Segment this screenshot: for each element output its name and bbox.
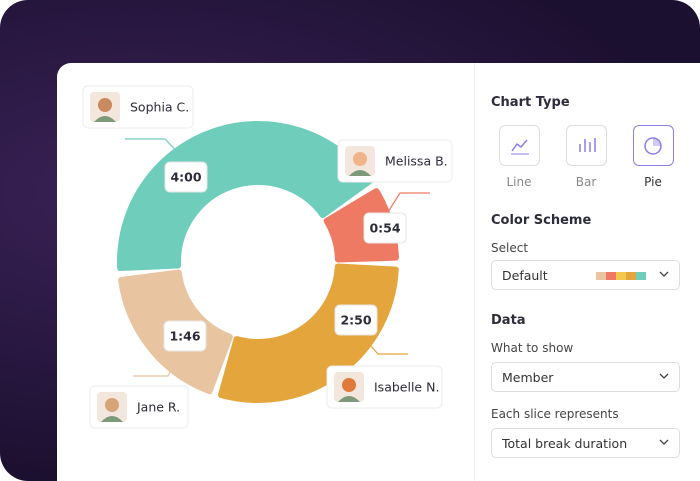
avatar-body [94,116,116,122]
member-name: Jane R. [136,400,180,415]
value-label: 0:54 [369,221,400,236]
dropdown-value: Default [502,268,548,283]
avatar [334,372,364,402]
chevron [659,271,669,277]
dropdown[interactable]: Total break duration [491,428,680,458]
field-label: What to show [491,341,574,355]
leader-line [125,138,186,161]
value-box [163,320,207,352]
value-box [363,212,407,244]
leader-line [387,192,430,213]
chart: 4:00 Sophia C. 0:54 Melissa B. 2:50 Isabelle … [82,85,453,429]
avatar-body [101,416,123,422]
section-title: Chart Type [491,95,570,110]
section-title: Color Scheme [491,213,592,228]
chevron [659,439,669,445]
field-label: Select [491,241,529,255]
swatches [596,272,646,280]
value-label: 4:00 [170,170,201,185]
option-label: Pie [644,175,662,189]
avatar-face [353,152,367,166]
section-title: Data [491,313,526,328]
avatar-body [349,170,371,176]
dropdown-value: Member [502,370,554,385]
value-box [334,304,378,336]
avatar-body [338,396,360,402]
dropdown[interactable]: Member [491,362,680,392]
line-button[interactable] [499,125,540,166]
avatar [345,146,375,176]
member-name: Melissa B. [385,154,448,169]
dropdown-value: Total break duration [502,436,628,451]
member-name: Isabelle N. [374,380,439,395]
avatar [90,92,120,122]
leader-line [361,335,408,355]
divider [474,63,475,481]
field-label: Each slice represents [491,407,619,421]
icon [644,137,662,155]
icon [511,139,529,155]
value-label: 2:50 [340,313,371,328]
chevron [659,373,669,379]
dropdown[interactable]: Default [491,260,680,290]
leader-line [133,351,181,377]
member-name: Sophia C. [130,100,189,115]
avatar-face [342,378,356,392]
avatar-face [105,398,119,412]
donut-slice [117,121,373,272]
pie-button[interactable] [633,125,674,166]
avatar-face [98,98,112,112]
option-label: Bar [575,175,597,189]
avatar [97,392,127,422]
value-box [164,161,208,193]
bar-button[interactable] [566,125,607,166]
icon [579,138,596,152]
option-label: Line [506,175,532,189]
value-label: 1:46 [169,329,200,344]
donut-slice [217,263,399,403]
